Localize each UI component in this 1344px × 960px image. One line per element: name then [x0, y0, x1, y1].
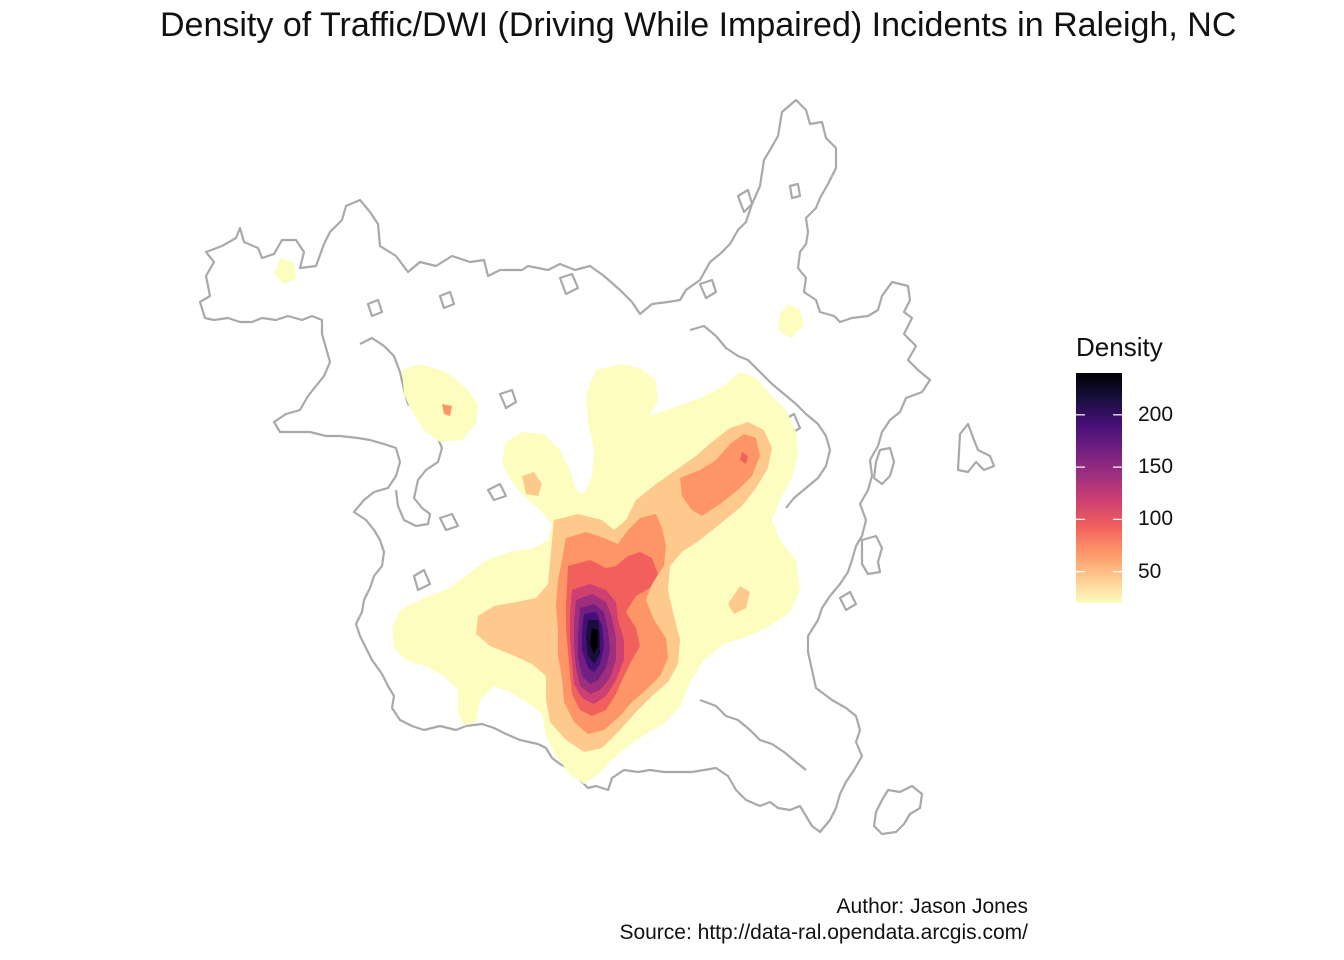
density-band-1 — [778, 304, 804, 338]
chart-title: Density of Traffic/DWI (Driving While Im… — [160, 6, 1237, 44]
legend-tick-label: 50 — [1138, 559, 1162, 583]
legend-tick-label: 100 — [1138, 507, 1174, 531]
density-contours — [274, 258, 804, 784]
density-band-2 — [522, 472, 542, 496]
caption-author: Author: Jason Jones — [836, 895, 1028, 918]
caption-source: Source: http://data-ral.opendata.arcgis.… — [619, 921, 1028, 944]
density-band-10 — [590, 628, 598, 654]
density-band-2 — [728, 586, 750, 614]
legend-tick-label: 150 — [1138, 455, 1174, 479]
legend-tick-label: 200 — [1138, 402, 1174, 426]
legend-colorbar: 200 150 100 50 — [1076, 373, 1186, 603]
legend-gradient — [1076, 373, 1122, 603]
density-legend: Density 200 150 100 50 — [1076, 332, 1186, 603]
density-band-1 — [274, 258, 296, 284]
caption: Author: Jason Jones Source: http://data-… — [619, 894, 1028, 946]
density-band-1 — [402, 364, 478, 442]
density-band-3 — [680, 434, 760, 516]
density-band-2 — [442, 404, 452, 416]
legend-title: Density — [1076, 332, 1163, 362]
legend-tick-marks — [1076, 414, 1122, 573]
density-band-4 — [740, 452, 748, 464]
